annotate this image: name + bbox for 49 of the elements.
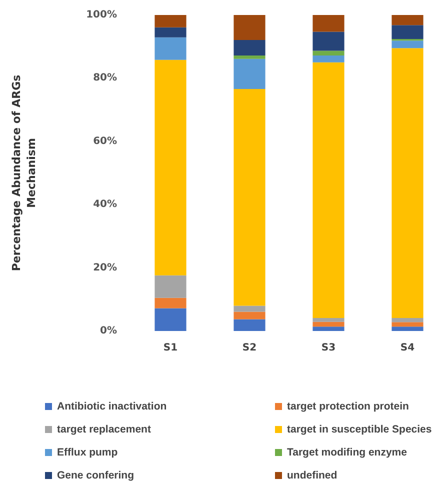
y-axis-title: Percentage Abundance of ARGs Mechanism <box>10 74 38 272</box>
legend-label: undefined <box>287 470 338 482</box>
bar <box>312 326 344 331</box>
legend-label: Target modifing enzyme <box>287 446 408 458</box>
y-tick-label: 80% <box>93 72 117 84</box>
bar <box>392 25 424 40</box>
bar <box>312 32 344 51</box>
legend-label: Antibiotic inactivation <box>57 400 167 412</box>
bar <box>154 60 186 276</box>
bar <box>392 322 424 327</box>
y-tick-label: 100% <box>86 10 117 20</box>
legend-label: Efflux pump <box>57 446 118 458</box>
bar <box>234 306 266 312</box>
x-tick-label: S3 <box>321 342 336 354</box>
bar <box>234 58 266 89</box>
bar <box>234 55 266 59</box>
bar <box>312 318 344 322</box>
bar <box>154 298 186 308</box>
y-tick-label: 20% <box>93 262 117 274</box>
bar <box>392 15 424 26</box>
bar <box>154 308 186 331</box>
bar <box>312 62 344 318</box>
legend-label: Gene confering <box>57 470 134 482</box>
bar <box>154 275 186 298</box>
bar <box>312 322 344 327</box>
bar <box>392 318 424 322</box>
x-tick-label: S4 <box>400 342 415 354</box>
bar <box>312 55 344 62</box>
bar <box>154 27 186 38</box>
bar <box>392 40 424 48</box>
x-tick-label: S1 <box>163 342 178 354</box>
bar <box>392 48 424 318</box>
bar <box>312 15 344 32</box>
legend-label: target replacement <box>57 424 152 436</box>
bar <box>154 15 186 28</box>
y-tick-label: 40% <box>93 199 117 210</box>
bar <box>234 319 266 331</box>
y-tick-label: 0% <box>100 326 117 336</box>
legend-label: target in susceptible Species <box>287 424 432 436</box>
bar <box>234 312 266 320</box>
bar <box>234 88 266 306</box>
x-tick-label: S2 <box>242 342 257 354</box>
bar <box>154 37 186 60</box>
bar <box>234 40 266 56</box>
legend-label: target protection protein <box>287 400 409 412</box>
bar <box>234 15 266 40</box>
y-tick-label: 60% <box>93 136 117 147</box>
bar <box>392 326 424 331</box>
bar <box>312 50 344 56</box>
